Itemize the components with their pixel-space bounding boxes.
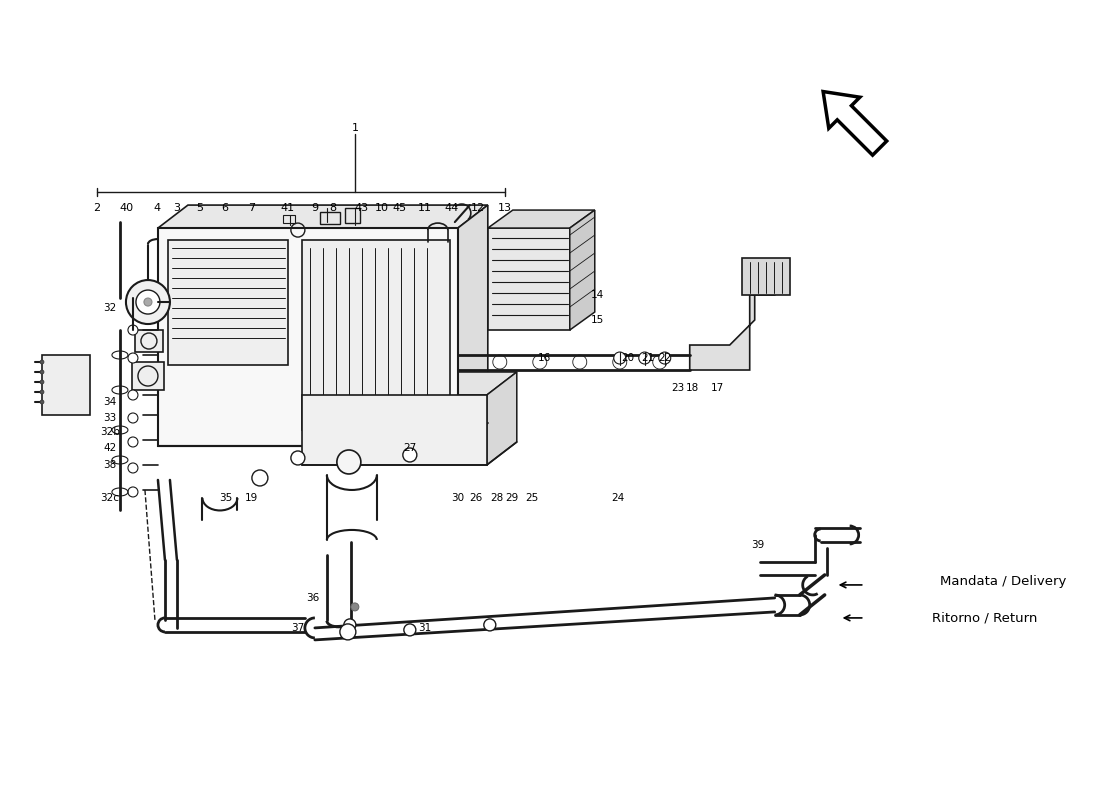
Circle shape <box>128 390 138 400</box>
Bar <box>283 215 295 223</box>
Text: 31: 31 <box>418 623 431 633</box>
Polygon shape <box>823 91 887 155</box>
Circle shape <box>344 619 356 631</box>
Circle shape <box>290 451 305 465</box>
Text: 7: 7 <box>249 203 255 213</box>
Bar <box>132 362 164 390</box>
Text: 41: 41 <box>280 203 295 213</box>
Circle shape <box>351 603 359 611</box>
Bar <box>168 240 288 365</box>
Text: 13: 13 <box>498 203 512 213</box>
Circle shape <box>337 450 361 474</box>
Text: 25: 25 <box>525 493 538 503</box>
Text: 3: 3 <box>174 203 180 213</box>
Circle shape <box>128 353 138 363</box>
Polygon shape <box>690 270 774 370</box>
Text: 36: 36 <box>306 593 319 603</box>
Text: 27: 27 <box>404 443 417 453</box>
Text: 6: 6 <box>221 203 229 213</box>
Text: 26: 26 <box>470 493 483 503</box>
Text: Ritorno / Return: Ritorno / Return <box>932 611 1037 625</box>
Polygon shape <box>487 210 595 228</box>
Circle shape <box>126 280 169 324</box>
Text: 43: 43 <box>355 203 368 213</box>
Text: 4: 4 <box>153 203 161 213</box>
Circle shape <box>40 390 44 394</box>
Text: 2: 2 <box>94 203 100 213</box>
Text: 19: 19 <box>245 493 258 503</box>
Circle shape <box>639 352 651 364</box>
Text: Mandata / Delivery: Mandata / Delivery <box>939 575 1066 589</box>
Bar <box>301 240 450 430</box>
Text: 45: 45 <box>393 203 407 213</box>
Polygon shape <box>487 228 570 330</box>
Polygon shape <box>570 210 595 330</box>
Text: 29: 29 <box>505 493 518 503</box>
Text: 18: 18 <box>686 383 700 393</box>
Circle shape <box>40 400 44 404</box>
Circle shape <box>40 380 44 384</box>
Text: 38: 38 <box>103 460 117 470</box>
Text: 17: 17 <box>711 383 724 393</box>
Text: 16: 16 <box>538 353 551 363</box>
Circle shape <box>40 360 44 364</box>
Circle shape <box>404 624 416 636</box>
Bar <box>135 330 163 352</box>
Text: 8: 8 <box>329 203 337 213</box>
Text: 35: 35 <box>219 493 232 503</box>
Text: 15: 15 <box>591 315 604 325</box>
Circle shape <box>128 487 138 497</box>
Text: 44: 44 <box>444 203 459 213</box>
Circle shape <box>144 298 152 306</box>
Circle shape <box>614 352 626 364</box>
Text: 39: 39 <box>751 540 764 550</box>
Circle shape <box>128 437 138 447</box>
Circle shape <box>403 448 417 462</box>
Circle shape <box>136 290 160 314</box>
Text: 32: 32 <box>103 303 117 313</box>
Circle shape <box>40 370 44 374</box>
Text: 22: 22 <box>658 353 671 363</box>
Circle shape <box>484 619 496 631</box>
Text: 37: 37 <box>292 623 305 633</box>
Text: 11: 11 <box>418 203 432 213</box>
Bar <box>320 212 340 224</box>
Text: 23: 23 <box>671 383 684 393</box>
Polygon shape <box>741 258 790 295</box>
Polygon shape <box>158 205 487 228</box>
Circle shape <box>128 325 138 335</box>
Bar <box>345 208 360 223</box>
Text: 10: 10 <box>375 203 389 213</box>
Text: 20: 20 <box>621 353 635 363</box>
Polygon shape <box>301 372 517 395</box>
Text: 24: 24 <box>612 493 625 503</box>
Text: 32c: 32c <box>100 493 120 503</box>
Text: 34: 34 <box>103 397 117 407</box>
Text: 28: 28 <box>491 493 504 503</box>
Text: 32b: 32b <box>100 427 120 437</box>
Text: 40: 40 <box>120 203 134 213</box>
Bar <box>301 395 487 465</box>
Polygon shape <box>42 355 90 415</box>
Bar <box>158 228 458 446</box>
Text: 1: 1 <box>351 123 359 133</box>
Circle shape <box>659 352 671 364</box>
Text: 12: 12 <box>471 203 485 213</box>
Circle shape <box>340 624 356 640</box>
Text: 33: 33 <box>103 413 117 423</box>
Circle shape <box>128 463 138 473</box>
Polygon shape <box>487 372 517 465</box>
Circle shape <box>252 470 268 486</box>
Polygon shape <box>458 205 487 446</box>
Text: 42: 42 <box>103 443 117 453</box>
Text: 21: 21 <box>641 353 654 363</box>
Text: 9: 9 <box>311 203 318 213</box>
Text: 30: 30 <box>451 493 464 503</box>
Circle shape <box>128 413 138 423</box>
Text: 5: 5 <box>197 203 204 213</box>
Text: 14: 14 <box>591 290 604 300</box>
